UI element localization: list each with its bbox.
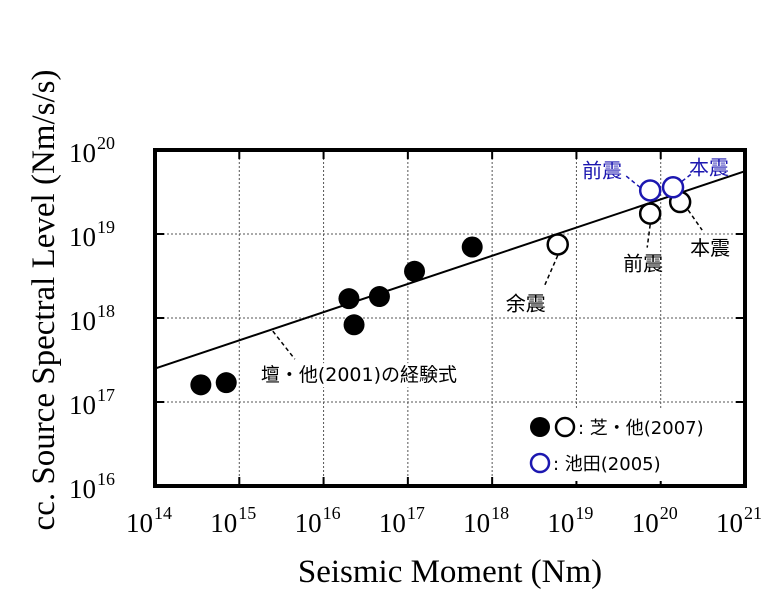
x-tick-label: 10 17 <box>379 503 425 538</box>
leader-mainshock-ikeda <box>681 173 692 182</box>
x-tick-label-exponent: 15 <box>238 503 256 523</box>
y-tick-label: 10 20 <box>69 133 115 168</box>
leader-foreshock-ikeda <box>623 173 641 189</box>
x-tick-label-base: 10 <box>632 508 659 538</box>
x-tick-label-exponent: 21 <box>744 503 762 523</box>
y-tick-label: 10 19 <box>69 217 115 252</box>
x-tick-label-base: 10 <box>379 508 406 538</box>
annotation-mainshock: 本震 <box>690 236 730 260</box>
data-markers <box>190 176 692 396</box>
y-tick-label-exponent: 17 <box>97 385 115 405</box>
data-point-filled <box>343 314 365 336</box>
x-tick-label-base: 10 <box>295 508 322 538</box>
y-tick-label-base: 10 <box>69 474 96 504</box>
y-tick-label-exponent: 16 <box>97 469 115 489</box>
x-tick-label: 10 15 <box>210 503 256 538</box>
data-point-open <box>638 179 662 202</box>
legend: : 芝・他(2007) : 池田(2005) <box>526 409 741 481</box>
x-tick-label-base: 10 <box>210 508 237 538</box>
data-point-filled <box>190 374 212 396</box>
x-tick-label-base: 10 <box>547 508 574 538</box>
y-tick-label-base: 10 <box>69 222 96 252</box>
legend-label-ikeda: : 池田(2005) <box>553 454 661 475</box>
legend-marker-open-circle <box>554 416 576 438</box>
annotation-empirical-formula: 壇・他(2001)の経験式 <box>261 364 457 386</box>
legend-marker-blue-circle <box>529 452 551 474</box>
legend-marker-filled-circle <box>530 417 550 437</box>
data-point-filled <box>215 372 237 394</box>
x-tick-label-exponent: 20 <box>660 503 678 523</box>
y-tick-label-exponent: 19 <box>97 217 115 237</box>
x-tick-label-base: 10 <box>126 508 153 538</box>
data-point-filled <box>338 288 360 310</box>
y-tick-label: 10 16 <box>69 469 115 504</box>
x-axis-title: Seismic Moment (Nm) <box>298 554 602 590</box>
leader-empirical-formula <box>272 330 296 360</box>
legend-label-shiba: : 芝・他(2007) <box>578 418 704 439</box>
grid-lines <box>155 150 745 486</box>
y-tick-label-exponent: 20 <box>97 133 115 153</box>
x-tick-label-exponent: 16 <box>323 503 341 523</box>
data-point-filled <box>404 260 426 282</box>
data-point-open <box>546 233 569 256</box>
data-point-open <box>661 176 685 199</box>
x-tick-label-base: 10 <box>716 508 743 538</box>
x-tick-label: 10 19 <box>547 503 593 538</box>
x-tick-label: 10 16 <box>295 503 341 538</box>
x-tick-label-exponent: 19 <box>575 503 593 523</box>
x-tick-label-exponent: 14 <box>154 503 172 523</box>
y-tick-label: 10 18 <box>69 301 115 336</box>
annotation-mainshock-ikeda: 本震 <box>689 155 729 179</box>
annotation-foreshock: 前震 <box>623 252 663 276</box>
y-tick-label: 10 17 <box>69 385 115 420</box>
data-point-filled <box>461 236 483 258</box>
y-tick-label-base: 10 <box>69 306 96 336</box>
annotation-foreshock-ikeda: 前震 <box>582 158 622 182</box>
data-point-open <box>638 202 662 225</box>
data-point-filled <box>368 286 390 308</box>
y-tick-label-exponent: 18 <box>97 301 115 321</box>
y-tick-label-base: 10 <box>69 390 96 420</box>
fit-label-background <box>257 363 461 388</box>
x-tick-label-exponent: 17 <box>407 503 425 523</box>
annotation-leaders <box>272 173 703 360</box>
y-tick-label-base: 10 <box>69 138 96 168</box>
x-tick-label-base: 10 <box>463 508 490 538</box>
leader-aftershock <box>543 255 559 288</box>
x-tick-label: 10 14 <box>126 503 172 538</box>
x-tick-label: 10 18 <box>463 503 509 538</box>
x-tick-label-exponent: 18 <box>491 503 509 523</box>
y-axis-title: cc. Source Spectral Level (Nm/s/s) <box>26 70 62 531</box>
leader-mainshock <box>687 209 703 231</box>
leader-foreshock <box>646 224 651 248</box>
x-tick-label: 10 20 <box>632 503 678 538</box>
annotation-aftershock: 余震 <box>506 291 546 315</box>
x-tick-label: 10 21 <box>716 503 762 538</box>
